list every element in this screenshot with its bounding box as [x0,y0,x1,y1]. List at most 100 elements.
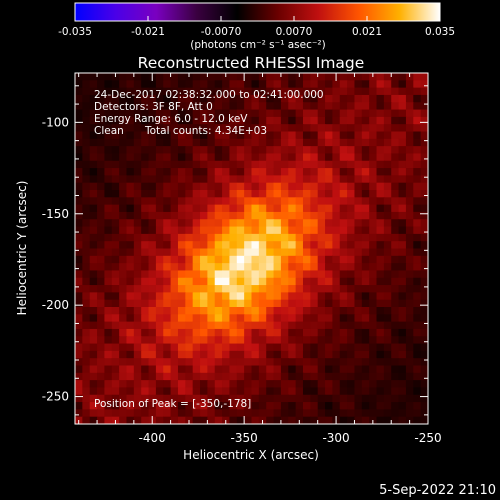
heatmap-cell [192,175,201,184]
heatmap-cell [280,292,289,301]
heatmap-cell [155,226,164,235]
heatmap-cell [354,226,363,235]
heatmap-cell [97,277,106,286]
heatmap-cell [236,146,245,155]
heatmap-cell [361,387,370,396]
heatmap-cell [391,321,400,330]
heatmap-cell [236,219,245,228]
heatmap-cell [89,328,98,337]
heatmap-cell [302,160,311,169]
heatmap-cell [229,87,238,96]
heatmap-cell [251,380,260,389]
heatmap-cell [332,116,341,125]
heatmap-cell [325,358,333,367]
heatmap-cell [207,138,216,147]
heatmap-cell [229,372,238,381]
heatmap-cell [310,241,319,250]
heatmap-cell [383,211,392,220]
heatmap-cell [251,255,260,264]
heatmap-cell [170,270,179,279]
heatmap-cell [405,204,414,213]
heatmap-cell [376,387,385,396]
heatmap-cell [405,94,414,103]
heatmap-cell [376,131,385,140]
heatmap-cell [251,131,260,140]
heatmap-cell [369,211,378,220]
x-tick-label: -350 [231,431,258,445]
heatmap-cell [354,109,363,118]
heatmap-cell [258,314,267,323]
colorbar-tick-label: -0.035 [58,26,92,38]
heatmap-cell [177,226,186,235]
heatmap-cell [361,343,370,352]
heatmap-cell [339,358,348,367]
heatmap-cell [398,350,407,359]
heatmap-cell [273,263,282,272]
heatmap-cell [258,394,267,403]
heatmap-cell [332,80,341,89]
heatmap-cell [325,73,333,81]
heatmap-cell [273,358,282,367]
heatmap-cell [207,358,216,367]
heatmap-cell [222,292,231,301]
heatmap-cell [244,80,253,89]
heatmap-cell [126,292,135,301]
heatmap-cell [170,358,179,367]
heatmap-cell [89,175,98,184]
heatmap-cell [126,285,135,293]
heatmap-cell [332,233,341,242]
heatmap-cell [192,372,201,381]
heatmap-cell [413,153,422,162]
heatmap-cell [141,233,150,242]
heatmap-cell [405,328,414,337]
heatmap-cell [413,226,422,235]
heatmap-cell [398,277,407,286]
heatmap-cell [383,190,392,198]
heatmap-cell [104,263,113,272]
heatmap-cell [163,233,172,242]
heatmap-cell [413,336,422,345]
heatmap-cell [200,94,208,103]
heatmap-cell [236,248,245,257]
heatmap-cell [97,175,106,184]
heatmap-cell [207,80,216,89]
heatmap-cell [295,277,304,286]
heatmap-cell [258,328,267,337]
heatmap-cell [383,416,392,424]
heatmap-cell [280,416,289,424]
heatmap-cell [82,233,91,242]
heatmap-cell [354,73,363,81]
heatmap-cell [89,409,98,418]
heatmap-cell [163,109,172,118]
heatmap-cell [383,372,392,381]
heatmap-cell [317,197,326,206]
heatmap-cell [119,292,128,301]
heatmap-cell [111,226,120,235]
heatmap-cell [405,211,414,220]
heatmap-cell [170,343,179,352]
heatmap-cell [251,350,260,359]
heatmap-cell [111,80,120,89]
heatmap-cell [177,116,186,125]
heatmap-cell [141,248,150,257]
heatmap-cell [148,380,157,389]
heatmap-cell [222,219,231,228]
heatmap-cell [104,380,113,389]
heatmap-cell [413,263,422,272]
heatmap-cell [288,226,297,235]
heatmap-cell [413,270,422,279]
heatmap-cell [405,409,414,418]
heatmap-cell [295,182,304,191]
heatmap-cell [163,372,172,381]
heatmap-cell [244,116,253,125]
heatmap-cell [325,190,333,198]
heatmap-cell [97,94,106,103]
heatmap-cell [170,73,179,81]
heatmap-cell [266,314,275,323]
heatmap-cell [192,131,201,140]
heatmap-cell [398,372,407,381]
heatmap-cell [229,116,238,125]
heatmap-cell [266,109,275,118]
heatmap-cell [214,219,223,228]
heatmap-cell [266,211,275,220]
